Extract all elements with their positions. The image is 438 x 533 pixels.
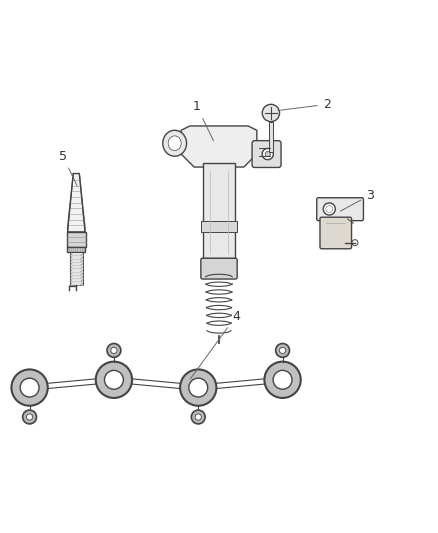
Circle shape xyxy=(189,378,208,397)
Bar xyxy=(203,163,235,258)
Circle shape xyxy=(265,361,301,398)
Text: 1: 1 xyxy=(193,100,213,141)
Bar xyxy=(201,221,237,232)
Circle shape xyxy=(262,149,273,160)
Polygon shape xyxy=(181,126,257,167)
Circle shape xyxy=(23,410,36,424)
Text: 2: 2 xyxy=(278,98,331,111)
Circle shape xyxy=(265,151,270,157)
Circle shape xyxy=(273,370,292,389)
Circle shape xyxy=(105,370,124,389)
Text: 3: 3 xyxy=(340,189,374,211)
FancyBboxPatch shape xyxy=(201,259,237,279)
Circle shape xyxy=(191,410,205,424)
FancyBboxPatch shape xyxy=(320,217,352,249)
Text: 4: 4 xyxy=(191,310,240,379)
Bar xyxy=(67,232,86,247)
FancyBboxPatch shape xyxy=(252,141,281,167)
Ellipse shape xyxy=(163,130,187,156)
Circle shape xyxy=(11,369,48,406)
Circle shape xyxy=(323,203,336,215)
FancyBboxPatch shape xyxy=(317,198,364,221)
Circle shape xyxy=(96,361,132,398)
Bar xyxy=(70,252,83,285)
Circle shape xyxy=(26,414,33,420)
Ellipse shape xyxy=(168,136,181,151)
Circle shape xyxy=(276,343,290,357)
Circle shape xyxy=(352,240,358,246)
Circle shape xyxy=(111,348,117,353)
Circle shape xyxy=(326,206,333,213)
Circle shape xyxy=(195,414,201,420)
Circle shape xyxy=(279,348,286,353)
Circle shape xyxy=(20,378,39,397)
Circle shape xyxy=(262,104,279,122)
Bar xyxy=(67,247,85,252)
Circle shape xyxy=(180,369,216,406)
Polygon shape xyxy=(67,174,85,232)
Bar xyxy=(269,122,272,152)
Text: 5: 5 xyxy=(59,150,77,186)
Circle shape xyxy=(107,343,121,357)
